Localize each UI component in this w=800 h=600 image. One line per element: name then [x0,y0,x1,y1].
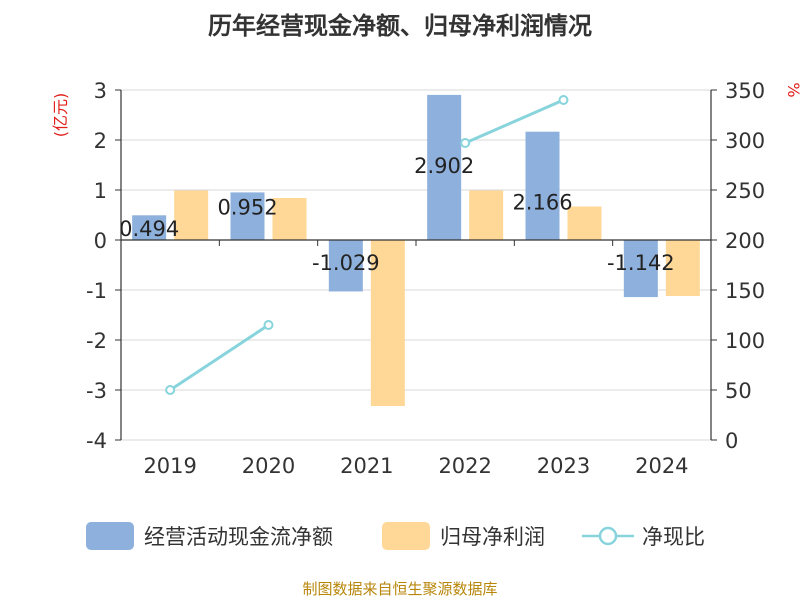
bar-data-label: 0.952 [217,195,277,219]
right-axis-label: % [784,82,800,97]
right-axis-tick-label: 100 [725,329,765,353]
legend-item-operating-cash-flow[interactable]: 经营活动现金流净额 [86,518,333,554]
chart-title: 历年经营现金净额、归母净利润情况 [208,12,592,40]
bar-operating-cash-flow [525,131,560,240]
bar-operating-cash-flow [623,240,658,298]
x-axis-tick-label: 2022 [438,454,491,478]
x-axis-tick-label: 2019 [143,454,196,478]
left-axis-tick-label: 3 [94,79,107,103]
legend-swatch-net-profit [382,522,430,550]
bar-net-profit [370,240,405,406]
line-point-cash-ratio [263,320,274,330]
x-axis-tick-label: 2024 [635,454,688,478]
bar-data-label: -1.142 [607,251,675,275]
left-axis-tick-label: 0 [94,229,107,253]
right-axis-tick-label: 300 [725,129,765,153]
legend-swatch-operating-cash-flow [86,522,134,550]
x-axis-tick-label: 2021 [340,454,393,478]
bar-net-profit [272,198,307,240]
bar-net-profit [469,190,504,240]
left-axis-tick-label: 1 [94,179,107,203]
bar-operating-cash-flow [427,94,462,241]
x-axis-tick-label: 2023 [537,454,590,478]
line-segment-cash-ratio [464,98,565,145]
bar-data-label: 2.166 [512,191,572,215]
legend-label-cash-ratio: 净现比 [642,525,705,549]
legend: 经营活动现金流净额 归母净利润 净现比 [0,518,800,554]
bar-net-profit [567,206,602,240]
legend-line-swatch-cash-ratio [582,522,634,550]
legend-label-operating-cash-flow: 经营活动现金流净额 [144,525,333,549]
legend-item-cash-ratio[interactable]: 净现比 [582,518,705,554]
left-axis-tick-label: -1 [86,279,107,303]
bar-operating-cash-flow [230,192,265,240]
right-axis-tick-label: 350 [725,79,765,103]
left-axis-tick-label: -4 [86,429,107,453]
left-axis-tick-label: 2 [94,129,107,153]
line-point-cash-ratio [558,95,569,105]
left-axis-tick-label: -3 [86,379,107,403]
x-axis-tick-label: 2020 [242,454,295,478]
left-axis-label: (亿元) [51,93,70,138]
legend-label-net-profit: 归母净利润 [440,525,545,549]
right-axis-tick-label: 0 [725,429,738,453]
bar-operating-cash-flow [132,215,167,240]
right-axis-tick-label: 250 [725,179,765,203]
bar-data-label: 0.494 [119,217,179,241]
right-axis-tick-label: 150 [725,279,765,303]
line-point-cash-ratio [460,138,471,148]
left-axis-tick-label: -2 [86,329,107,353]
legend-item-net-profit[interactable]: 归母净利润 [382,518,545,554]
bar-operating-cash-flow [328,240,363,292]
right-axis-tick-label: 200 [725,229,765,253]
bar-data-label: 2.902 [414,154,474,178]
bar-net-profit [174,190,209,240]
line-point-cash-ratio [165,385,176,395]
bar-net-profit [665,240,700,296]
line-segment-cash-ratio [169,323,270,392]
right-axis-tick-label: 50 [725,379,752,403]
bar-data-label: -1.029 [312,251,380,275]
source-footer: 制图数据来自恒生聚源数据库 [302,580,498,598]
